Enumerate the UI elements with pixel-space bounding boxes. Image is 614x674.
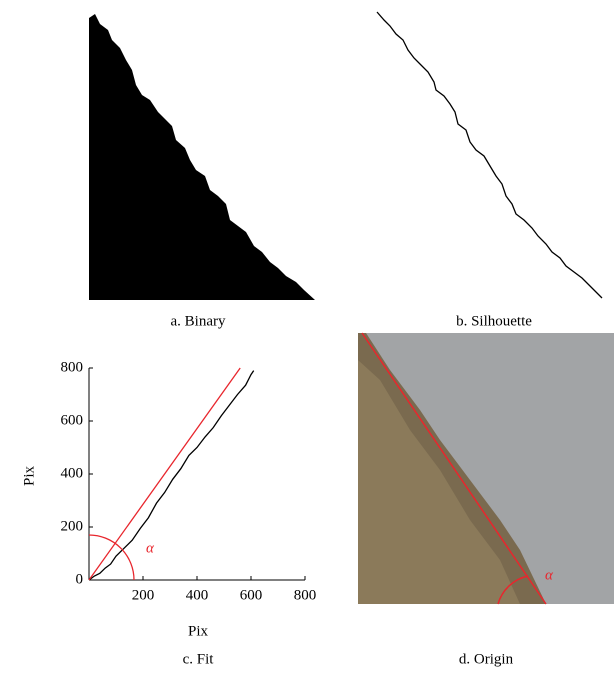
y-tick-label: 600 [61, 412, 84, 428]
data-line [88, 367, 241, 581]
y-tick-label: 200 [61, 518, 84, 534]
y-axis-label: Pix [21, 465, 37, 486]
x-tick-label: 200 [132, 587, 155, 603]
x-tick-label: 400 [186, 587, 209, 603]
fit-chart: 200 400 600 800 0 200 400 600 800 [61, 359, 317, 603]
angle-arc [88, 534, 135, 581]
y-tick-label: 800 [61, 359, 84, 375]
caption: a. Binary [171, 313, 226, 329]
binary-image [89, 14, 315, 300]
fit-line [361, 332, 547, 605]
y-tick-label: 0 [76, 571, 84, 587]
photo-hay-highlight [358, 360, 520, 604]
x-axis-label: Pix [188, 623, 209, 639]
angle-label: α [146, 540, 155, 556]
caption: c. Fit [183, 651, 215, 667]
silhouette-curve [376, 11, 603, 299]
caption: b. Silhouette [456, 313, 532, 329]
angle-arc [497, 575, 529, 605]
data-line [88, 370, 255, 581]
y-tick-label: 400 [61, 465, 84, 481]
caption: d. Origin [459, 651, 514, 667]
x-tick-label: 600 [240, 587, 263, 603]
angle-label: α [545, 567, 554, 583]
x-tick-label: 800 [294, 587, 317, 603]
